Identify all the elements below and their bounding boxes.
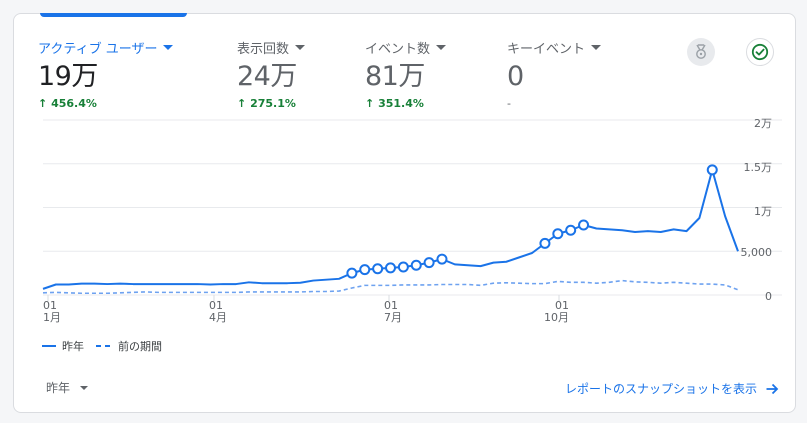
metric-label[interactable]: 表示回数 (237, 38, 306, 57)
metric-change: - (507, 97, 511, 110)
metric-label[interactable]: キーイベント (507, 38, 602, 57)
caret-down-icon[interactable] (591, 45, 602, 50)
view-snapshot-link[interactable]: レポートのスナップショットを表示 (565, 380, 779, 397)
metric-value: 24万 (237, 61, 297, 92)
arrow-up-icon: ↑ (38, 97, 48, 110)
x-tick-jan: 01 1月 (43, 299, 61, 324)
x-tick-apr: 01 4月 (209, 299, 227, 324)
data-point-marker[interactable] (397, 261, 409, 273)
data-point-marker[interactable] (578, 219, 590, 231)
chart-legend: 昨年 前の期間 (42, 338, 162, 354)
x-tick-oct: 01 10月 (544, 299, 569, 324)
metric-label[interactable]: アクティブ ユーザー (38, 38, 174, 57)
period-dropdown[interactable]: 昨年 (46, 379, 89, 396)
arrow-up-icon: ↑ (365, 97, 375, 110)
check-circle-icon (751, 43, 769, 61)
check-status-button[interactable] (746, 38, 774, 66)
metric-change: ↑ 351.4% (365, 97, 424, 110)
data-point-marker[interactable] (552, 228, 564, 240)
metric-value: 0 (507, 61, 524, 92)
medal-button[interactable] (687, 38, 715, 66)
caret-down-icon[interactable] (436, 45, 447, 50)
summary-card: アクティブ ユーザー 19万 ↑ 456.4% 表示回数 24万 ↑ 275.1… (13, 13, 796, 413)
legend-current: 昨年 (62, 340, 84, 353)
x-tick-jul: 01 7月 (384, 299, 402, 324)
metric-event-count[interactable]: イベント数 81万 ↑ 351.4% (365, 38, 447, 110)
data-point-marker[interactable] (539, 237, 551, 249)
caret-down-icon[interactable] (295, 45, 306, 50)
data-point-marker[interactable] (359, 264, 371, 276)
data-point-marker[interactable] (706, 164, 718, 176)
metric-active-users[interactable]: アクティブ ユーザー 19万 ↑ 456.4% (38, 38, 174, 110)
series-previous-line (42, 279, 739, 295)
y-tick: 1万 (754, 205, 772, 218)
y-tick: 2万 (754, 117, 772, 130)
legend-dashed-line-icon (96, 345, 112, 347)
metric-value: 81万 (365, 61, 425, 92)
data-point-marker[interactable] (423, 257, 435, 269)
metric-change: ↑ 275.1% (237, 97, 296, 110)
arrow-up-icon: ↑ (237, 97, 247, 110)
y-tick: 0 (765, 290, 772, 303)
metric-views[interactable]: 表示回数 24万 ↑ 275.1% (237, 38, 306, 110)
metric-key-events[interactable]: キーイベント 0 - (507, 38, 602, 110)
data-point-marker[interactable] (346, 267, 358, 279)
line-chart[interactable] (14, 14, 797, 334)
data-point-marker[interactable] (565, 224, 577, 236)
y-tick: 5,000 (740, 246, 773, 259)
arrow-right-icon (766, 383, 779, 394)
legend-previous: 前の期間 (118, 340, 162, 353)
data-point-marker[interactable] (385, 262, 396, 274)
data-point-marker[interactable] (436, 253, 448, 265)
data-point-marker[interactable] (410, 259, 422, 271)
metric-change: ↑ 456.4% (38, 97, 97, 110)
y-tick: 1.5万 (743, 161, 773, 174)
active-tab-indicator (40, 13, 187, 17)
metric-value: 19万 (38, 61, 98, 92)
medal-icon (696, 44, 706, 59)
caret-down-icon[interactable] (163, 45, 174, 50)
caret-down-icon (80, 385, 89, 390)
legend-solid-line-icon (42, 345, 56, 347)
metric-label[interactable]: イベント数 (365, 38, 447, 57)
data-point-marker[interactable] (372, 263, 384, 275)
